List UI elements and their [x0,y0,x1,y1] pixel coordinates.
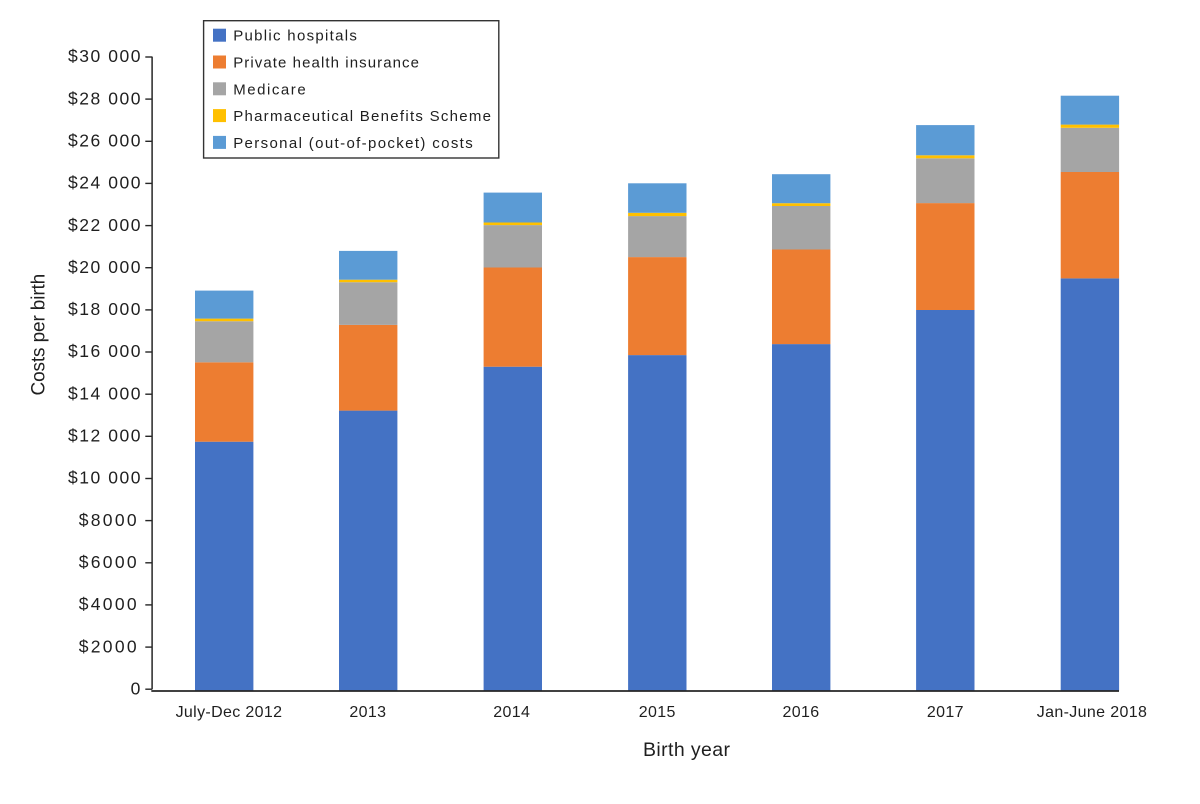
svg-text:$6000: $6000 [79,552,139,572]
svg-text:2013: 2013 [349,704,386,721]
svg-text:Pharmaceutical Benefits Scheme: Pharmaceutical Benefits Scheme [233,108,492,125]
svg-text:Costs per birth: Costs per birth [29,274,50,396]
svg-text:$2000: $2000 [79,636,139,656]
svg-text:$20 000: $20 000 [68,257,142,277]
svg-text:$12 000: $12 000 [68,426,142,446]
svg-text:Medicare: Medicare [233,81,307,98]
svg-text:$14 000: $14 000 [68,383,142,403]
svg-text:Jan-June 2018: Jan-June 2018 [1037,704,1147,721]
svg-text:Birth year: Birth year [643,739,731,761]
svg-text:2015: 2015 [639,704,676,721]
svg-text:0: 0 [131,678,141,698]
svg-text:$24 000: $24 000 [68,173,142,193]
svg-text:$8000: $8000 [79,510,139,530]
svg-text:Public hospitals: Public hospitals [233,28,358,45]
svg-text:$30 000: $30 000 [68,46,142,66]
svg-text:July-Dec 2012: July-Dec 2012 [176,704,283,721]
svg-text:$26 000: $26 000 [68,131,142,151]
svg-text:$16 000: $16 000 [68,341,142,361]
svg-text:2016: 2016 [783,704,820,721]
svg-text:$28 000: $28 000 [68,88,142,108]
svg-text:2014: 2014 [493,704,530,721]
svg-text:Private health insurance: Private health insurance [233,55,420,72]
svg-text:Personal (out-of-pocket) costs: Personal (out-of-pocket) costs [233,135,474,152]
svg-text:2017: 2017 [927,704,964,721]
svg-text:$4000: $4000 [79,594,139,614]
svg-text:$18 000: $18 000 [68,299,142,319]
svg-text:$22 000: $22 000 [68,215,142,235]
svg-text:$10 000: $10 000 [68,468,142,488]
